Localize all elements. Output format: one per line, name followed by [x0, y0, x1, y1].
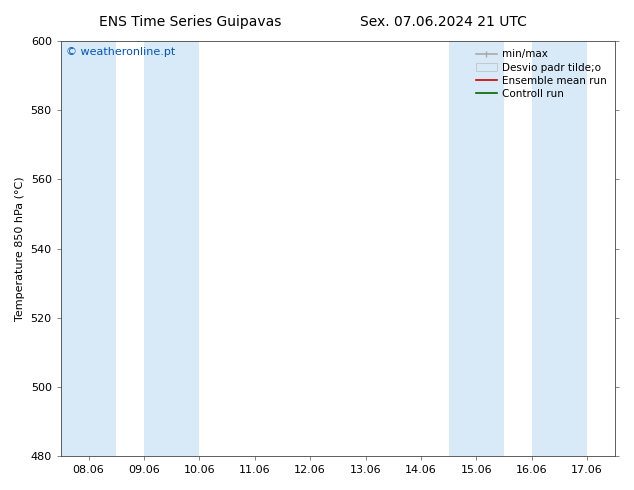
Legend: min/max, Desvio padr tilde;o, Ensemble mean run, Controll run: min/max, Desvio padr tilde;o, Ensemble m… — [472, 46, 610, 102]
Bar — [449, 41, 504, 456]
Text: © weatheronline.pt: © weatheronline.pt — [67, 47, 176, 57]
Bar — [532, 41, 587, 456]
Text: ENS Time Series Guipavas: ENS Time Series Guipavas — [99, 15, 281, 29]
Y-axis label: Temperature 850 hPa (°C): Temperature 850 hPa (°C) — [15, 176, 25, 321]
Bar — [144, 41, 199, 456]
Text: Sex. 07.06.2024 21 UTC: Sex. 07.06.2024 21 UTC — [360, 15, 527, 29]
Bar — [61, 41, 116, 456]
